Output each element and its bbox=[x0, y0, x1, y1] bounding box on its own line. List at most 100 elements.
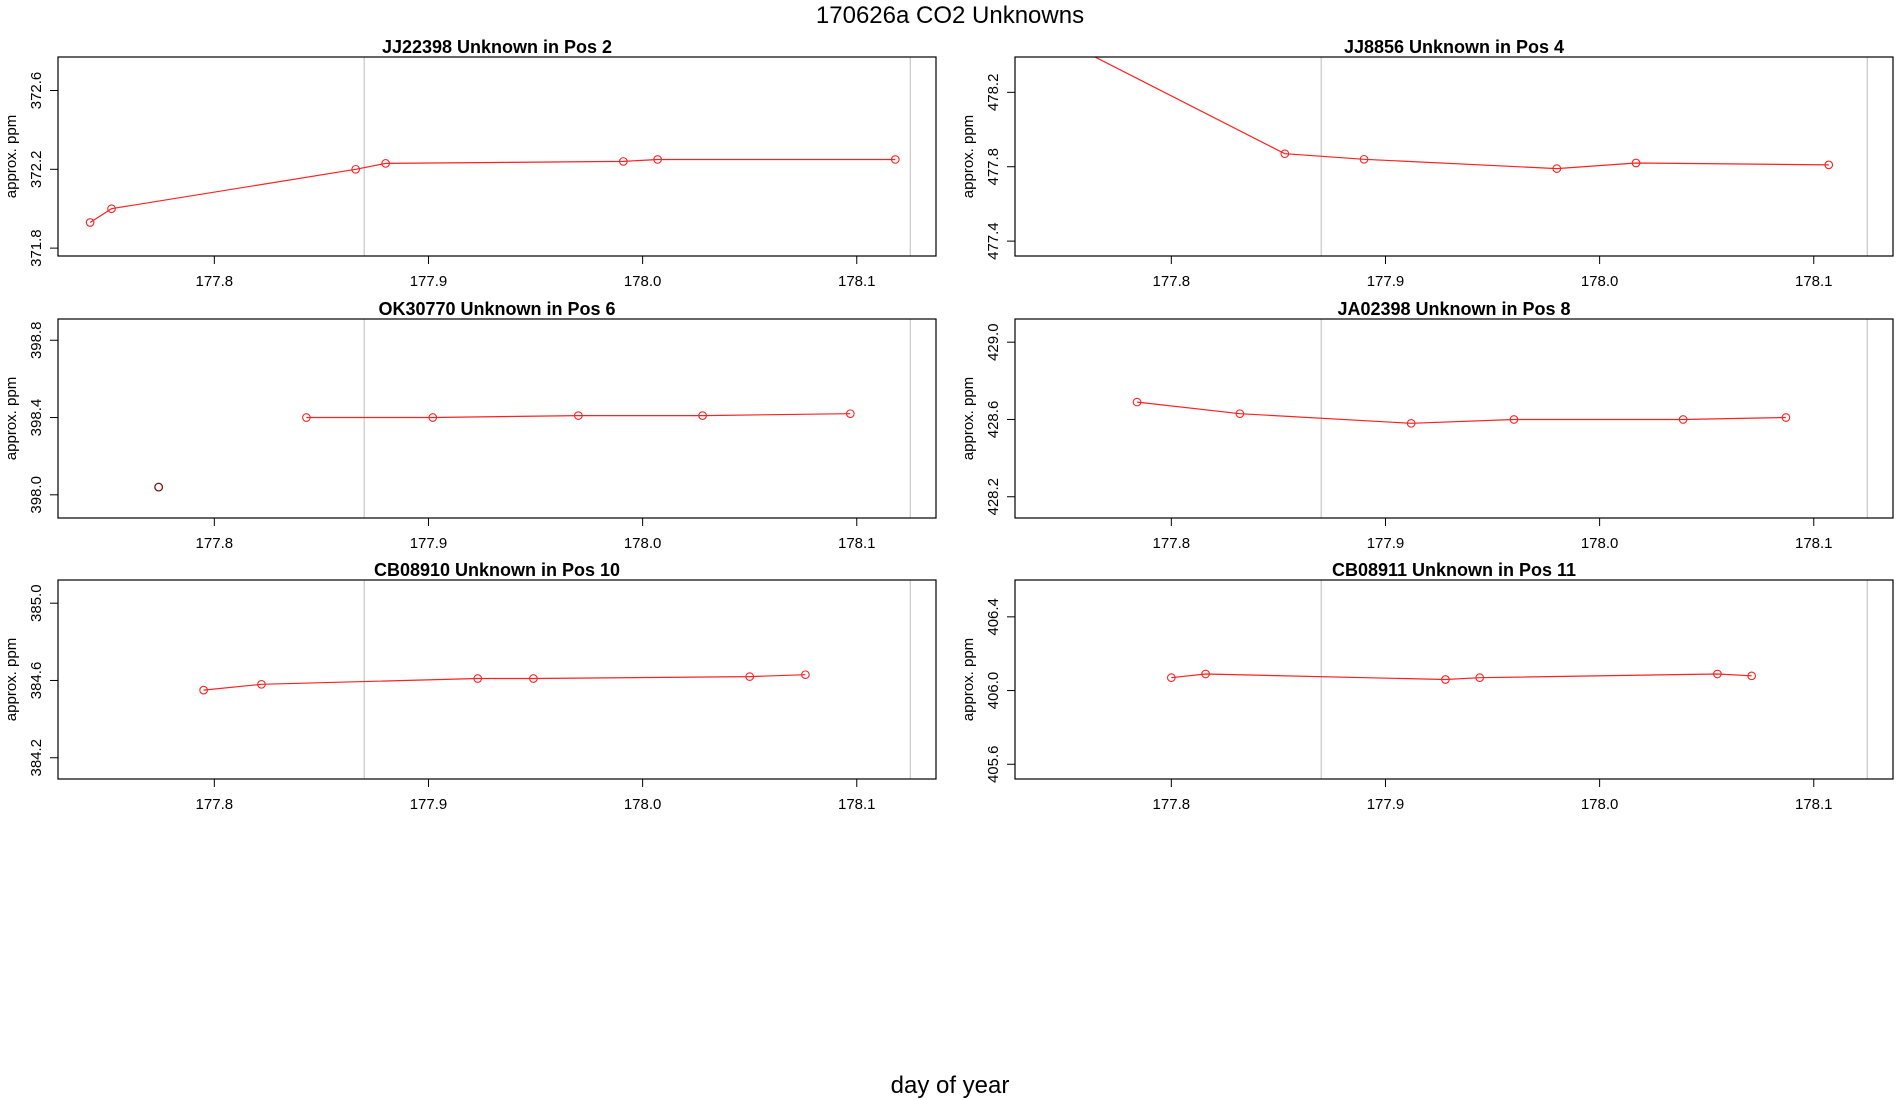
data-point bbox=[845, 409, 855, 419]
y-tick-label: 478.2 bbox=[985, 74, 1002, 112]
panel-2: JJ8856 Unknown in Pos 4 177.8 177.9 178.0 17… bbox=[960, 37, 1894, 290]
data-point bbox=[302, 413, 311, 422]
series-line bbox=[1137, 401, 1786, 424]
panel-3: OK30770 Unknown in Pos 6 177.8 177.9 178.0 1… bbox=[3, 299, 937, 552]
data-point bbox=[1509, 415, 1519, 424]
series-line bbox=[203, 674, 806, 691]
y-tick-label: 372.2 bbox=[28, 151, 45, 189]
data-point bbox=[745, 672, 755, 681]
x-tick-label: 177.9 bbox=[410, 273, 448, 290]
data-point bbox=[107, 204, 116, 214]
data-point bbox=[473, 674, 483, 683]
plot-frame bbox=[1014, 56, 1894, 257]
data-point bbox=[653, 155, 662, 164]
x-tick-label: 177.9 bbox=[1367, 796, 1405, 813]
x-tick-label: 177.9 bbox=[410, 535, 448, 552]
x-tick-label: 178.1 bbox=[838, 535, 876, 552]
x-tick-label: 178.1 bbox=[1795, 796, 1833, 813]
data-point bbox=[1475, 673, 1485, 683]
panel-title: OK30770 Unknown in Pos 6 bbox=[378, 299, 615, 319]
plot-frame bbox=[1014, 318, 1894, 519]
panel-title: JJ22398 Unknown in Pos 2 bbox=[382, 37, 612, 57]
figure-title: 170626a CO2 Unknowns bbox=[815, 2, 1085, 29]
panel-1: JJ22398 Unknown in Pos 2 177.8 177.9 178.0 1… bbox=[3, 37, 937, 290]
x-tick-label: 178.0 bbox=[1581, 535, 1619, 552]
y-tick-label: 406.4 bbox=[985, 598, 1002, 636]
x-tick-label: 177.9 bbox=[410, 796, 448, 813]
data-point bbox=[698, 411, 707, 420]
plot-frame bbox=[57, 56, 937, 257]
x-tick-label: 178.1 bbox=[838, 273, 876, 290]
x-axis-label: day of year bbox=[890, 1072, 1010, 1099]
panel-4: JA02398 Unknown in Pos 8 177.8 177.9 178.0 1… bbox=[960, 299, 1894, 552]
y-tick-label: 406.0 bbox=[985, 672, 1002, 710]
data-point bbox=[1132, 397, 1142, 407]
x-tick-label: 177.8 bbox=[1153, 796, 1191, 813]
series-line bbox=[306, 413, 851, 419]
data-point bbox=[890, 155, 900, 164]
x-tick-label: 177.8 bbox=[1153, 535, 1191, 552]
data-point bbox=[1747, 671, 1757, 681]
y-tick-label: 477.8 bbox=[985, 148, 1002, 186]
data-point bbox=[1201, 669, 1210, 679]
y-tick-label: 398.8 bbox=[28, 321, 45, 359]
y-axis-label: approx. ppm bbox=[960, 638, 977, 721]
x-tick-label: 178.1 bbox=[838, 796, 876, 813]
x-tick-label: 177.9 bbox=[1367, 273, 1405, 290]
plot-frame bbox=[57, 318, 937, 519]
y-tick-label: 428.6 bbox=[985, 401, 1002, 439]
x-tick-label: 178.1 bbox=[1795, 535, 1833, 552]
data-point bbox=[199, 685, 208, 695]
data-point bbox=[1552, 164, 1562, 173]
panel-5: CB08910 Unknown in Pos 10 177.8 177.9 178.0… bbox=[3, 560, 937, 813]
y-tick-label: 372.6 bbox=[28, 72, 45, 110]
y-axis-label: approx. ppm bbox=[960, 115, 977, 198]
y-tick-label: 429.0 bbox=[985, 323, 1002, 361]
data-point bbox=[1166, 673, 1176, 683]
panel-title: CB08911 Unknown in Pos 11 bbox=[1332, 560, 1576, 580]
data-point bbox=[1631, 158, 1641, 168]
data-point bbox=[1781, 413, 1791, 422]
series-line bbox=[1093, 57, 1829, 170]
x-tick-label: 177.8 bbox=[196, 535, 234, 552]
x-tick-label: 178.0 bbox=[624, 273, 662, 290]
y-axis-label: approx. ppm bbox=[3, 638, 20, 721]
x-tick-label: 178.0 bbox=[624, 796, 662, 813]
x-tick-label: 178.0 bbox=[1581, 796, 1619, 813]
data-point bbox=[1678, 415, 1688, 424]
panel-title: CB08910 Unknown in Pos 10 bbox=[374, 560, 620, 580]
data-point bbox=[529, 674, 538, 683]
data-point bbox=[801, 670, 810, 680]
panel-6: CB08911 Unknown in Pos 11 177.8 177.9 178.0… bbox=[960, 560, 1894, 813]
y-axis-label: approx. ppm bbox=[3, 115, 20, 198]
data-point bbox=[351, 164, 361, 174]
y-tick-label: 371.8 bbox=[28, 229, 45, 267]
y-tick-label: 477.4 bbox=[985, 222, 1002, 260]
data-point bbox=[85, 218, 95, 227]
plot-frame bbox=[1014, 579, 1894, 780]
series-line bbox=[89, 158, 896, 224]
x-tick-label: 177.8 bbox=[1153, 273, 1191, 290]
x-tick-label: 178.1 bbox=[1795, 273, 1833, 290]
data-point bbox=[574, 411, 583, 420]
y-tick-label: 428.2 bbox=[985, 478, 1002, 516]
data-point bbox=[1713, 669, 1722, 679]
x-tick-label: 178.0 bbox=[1581, 273, 1619, 290]
data-point bbox=[1235, 409, 1245, 419]
data-point bbox=[381, 159, 390, 168]
data-point bbox=[1824, 160, 1834, 170]
y-tick-label: 398.0 bbox=[28, 476, 45, 514]
data-point bbox=[1280, 149, 1290, 159]
x-tick-label: 177.8 bbox=[196, 273, 234, 290]
y-tick-label: 385.0 bbox=[28, 584, 45, 622]
panel-title: JJ8856 Unknown in Pos 4 bbox=[1344, 37, 1564, 57]
data-point bbox=[428, 413, 438, 422]
data-point bbox=[257, 679, 266, 689]
y-axis-label: approx. ppm bbox=[3, 377, 20, 460]
plot-frame bbox=[57, 579, 937, 780]
y-axis-label: approx. ppm bbox=[960, 377, 977, 460]
outlier-point bbox=[154, 482, 164, 492]
data-point bbox=[1441, 675, 1450, 684]
y-tick-label: 384.2 bbox=[28, 739, 45, 777]
